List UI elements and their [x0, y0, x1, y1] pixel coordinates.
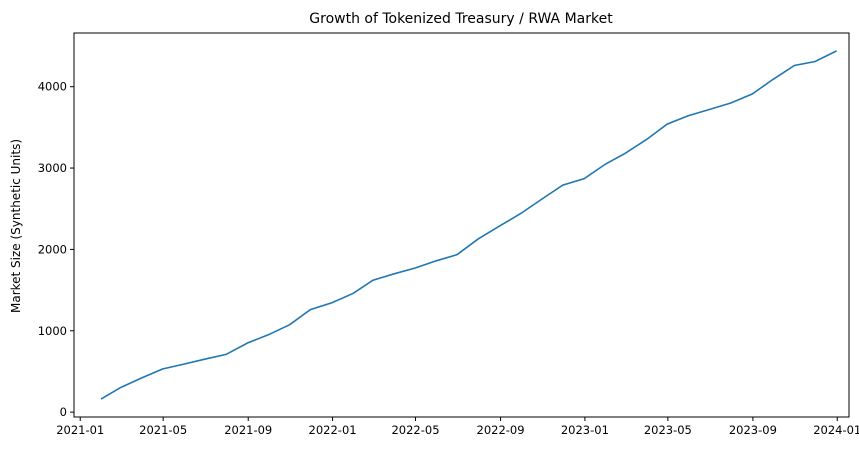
x-tick-label: 2023-05 — [644, 423, 692, 437]
x-tick-label: 2021-09 — [224, 423, 272, 437]
x-tick-label: 2022-09 — [477, 423, 525, 437]
series-line — [100, 50, 837, 400]
x-tick-label: 2021-05 — [139, 423, 187, 437]
x-tick-label: 2021-01 — [56, 423, 104, 437]
y-tick-label: 4000 — [38, 80, 67, 94]
x-tick-label: 2023-09 — [729, 423, 777, 437]
y-tick-label: 3000 — [38, 161, 67, 175]
x-tick-label: 2023-01 — [561, 423, 609, 437]
x-tick-label: 2022-01 — [309, 423, 357, 437]
y-axis-label: Market Size (Synthetic Units) — [9, 139, 23, 313]
y-tick-label: 2000 — [38, 242, 67, 256]
chart-title: Growth of Tokenized Treasury / RWA Marke… — [309, 11, 613, 27]
plot-frame — [73, 32, 850, 418]
y-tick-label: 1000 — [38, 324, 67, 338]
x-tick-label: 2022-05 — [391, 423, 439, 437]
x-tick-label: 2024-01 — [813, 423, 859, 437]
y-tick-label: 0 — [60, 405, 67, 419]
